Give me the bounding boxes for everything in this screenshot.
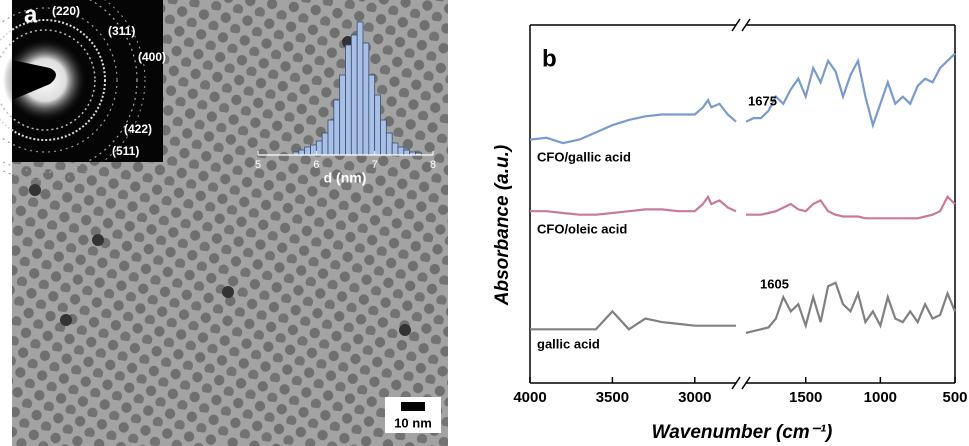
peak-label: 1675 xyxy=(748,93,777,108)
series-label: CFO/gallic acid xyxy=(537,149,631,164)
y-axis-label: Absorbance (a.u.) xyxy=(492,145,513,306)
series-label: gallic acid xyxy=(537,336,600,351)
x-axis-label: Wavenumber (cm⁻¹) xyxy=(652,422,833,443)
x-tick-label: 3500 xyxy=(596,389,629,406)
scale-bar-label: 10 nm xyxy=(394,415,432,430)
hist-bar xyxy=(397,146,405,156)
series-label: CFO/oleic acid xyxy=(537,221,627,236)
hist-bar xyxy=(380,119,387,156)
hist-bar xyxy=(368,74,376,156)
hist-bar xyxy=(321,132,329,156)
hist-bar xyxy=(315,140,323,156)
axis-break xyxy=(741,18,751,32)
x-axis-label: d (nm) xyxy=(324,170,367,186)
saed-label: (400) xyxy=(138,50,166,64)
hist-bar xyxy=(356,21,364,156)
spectrum-line xyxy=(529,52,956,145)
axis-break xyxy=(731,18,741,32)
x-tick-label: 8 xyxy=(430,159,436,171)
hist-bar xyxy=(327,119,335,156)
hist-bar xyxy=(310,144,317,156)
hist-bar xyxy=(339,74,346,156)
hist-bar xyxy=(345,44,352,156)
panel-label: b xyxy=(542,45,557,72)
x-tick-label: 6 xyxy=(313,159,319,171)
scale-bar: 10 nm xyxy=(385,397,441,433)
hist-bar xyxy=(403,149,411,156)
saed-label: (511) xyxy=(112,144,139,158)
hist-bar xyxy=(333,99,341,156)
x-tick-label: 1000 xyxy=(864,389,897,406)
axis-break xyxy=(741,376,751,390)
x-tick-label: 7 xyxy=(372,159,378,171)
x-tick-label: 5 xyxy=(255,159,261,171)
peak-label: 1605 xyxy=(760,276,789,291)
hist-bar xyxy=(374,94,381,156)
saed-label: (220) xyxy=(52,4,80,18)
hist-bar xyxy=(362,42,370,156)
axis-break xyxy=(731,376,741,390)
saed-label: (422) xyxy=(124,122,152,136)
hist-bar xyxy=(385,132,393,156)
saed-labels: (220) (311)(400) (422) (511) xyxy=(52,4,166,158)
histogram-inset: 5 6 7 8 d (nm) xyxy=(255,21,436,186)
hist-bar xyxy=(350,34,358,156)
hist-bar xyxy=(304,146,311,156)
saed-label: (311) xyxy=(108,24,135,38)
x-tick-label: 500 xyxy=(942,389,967,406)
ftir-chart: 4000 3500 3000 1500 1000 500 Wavenumber (cm⁻¹)… xyxy=(492,18,968,443)
panel-label: a xyxy=(24,1,38,28)
saed-inset: a xyxy=(0,0,163,181)
x-tick-label: 3000 xyxy=(678,389,711,406)
x-tick-label: 1500 xyxy=(789,389,822,406)
spectrum-line xyxy=(530,281,957,334)
hist-bar xyxy=(391,142,399,156)
hist-bar xyxy=(298,149,306,156)
spectrum-line xyxy=(530,194,956,220)
x-tick-label: 4000 xyxy=(513,389,546,406)
